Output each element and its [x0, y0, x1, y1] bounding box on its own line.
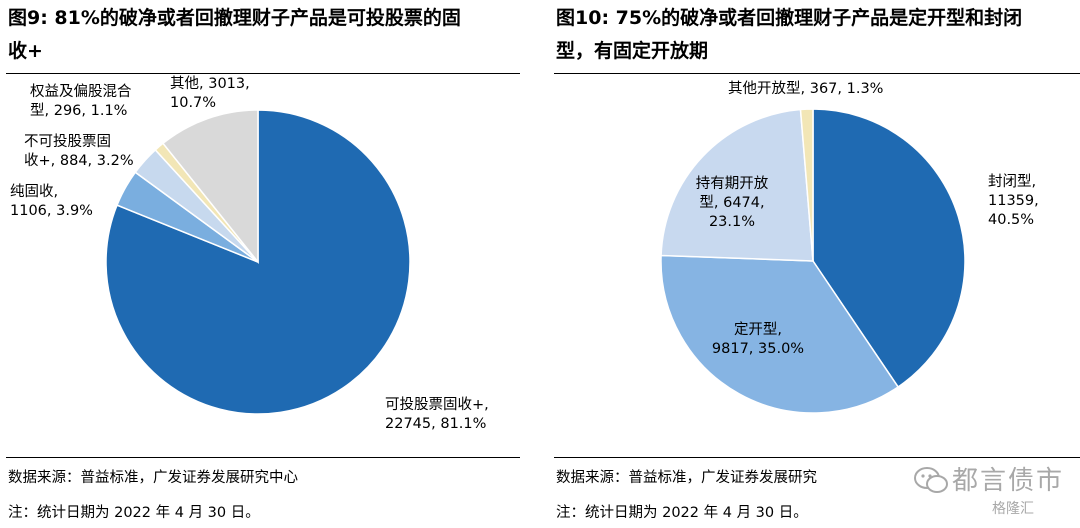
pie-1-slice-3 [799, 108, 814, 262]
footer-rule-right [554, 457, 1080, 458]
pie-1-label-1: 定开型, 9817, 35.0% [712, 321, 804, 357]
pie-0-label-2: 不可投股票固收+, 884, 3.2% [24, 133, 134, 169]
pie-1-label-2-line-1: 型, 6474, [699, 194, 764, 211]
chart-panel-right: 图10: 75%的破净或者回撤理财子产品是定开型和封闭 型，有固定开放期 封闭型… [548, 0, 1080, 528]
pie-0-label-1-line-1: 1106, 3.9% [10, 203, 93, 219]
watermark-name: 都言债市 [952, 466, 1065, 496]
pie-1-label-3: 其他开放型, 367, 1.3% [728, 80, 883, 97]
pie-slices-left [105, 109, 411, 415]
pie-1-slice-0 [812, 108, 966, 388]
pie-0-label-2-line-1: 收+, 884, 3.2% [24, 152, 134, 169]
chart-panel-left: 图9: 81%的破净或者回撤理财子产品是可投股票的固 收+ 可投股票固收+, 22… [0, 0, 520, 528]
pie-1-label-1-line-1: 9817, 35.0% [712, 341, 804, 357]
chart-title-right-line1: 图10: 75%的破净或者回撤理财子产品是定开型和封闭 [556, 7, 1023, 29]
pie-0-label-3-line-0: 权益及偏股混合 [30, 83, 132, 100]
chart-title-right: 图10: 75%的破净或者回撤理财子产品是定开型和封闭 型，有固定开放期 [556, 2, 1066, 68]
pie-0-label-2-line-0: 不可投股票固 [24, 133, 111, 150]
source-left: 数据来源：普益标准，广发证券发展研究中心 [8, 470, 298, 486]
pie-1-label-0-line-0: 封闭型, [988, 173, 1036, 190]
pie-0-label-4-line-0: 其他, 3013, [170, 75, 250, 92]
pie-1-label-2-line-0: 持有期开放 [696, 175, 769, 192]
chart-title-left-line1: 图9: 81%的破净或者回撤理财子产品是可投股票的固 [8, 7, 461, 29]
pie-1-label-0-line-2: 40.5% [988, 212, 1034, 228]
note-right: 注：统计日期为 2022 年 4 月 30 日。 [556, 505, 808, 521]
pie-0-slice-4 [161, 109, 259, 265]
pie-labels-left: 可投股票固收+, 22745, 81.1% 纯固收, 1106, 3.9% 不可投股票固… [10, 75, 489, 432]
pie-labels-right: 封闭型, 11359, 40.5% 定开型, 9817, 35.0% 持有期开放型, 64… [696, 80, 1039, 357]
watermark-sub: 格隆汇 [992, 501, 1034, 517]
chart-title-left: 图9: 81%的破净或者回撤理财子产品是可投股票的固 收+ [8, 2, 518, 68]
pie-0-label-1-line-0: 纯固收, [10, 183, 58, 200]
pie-1-label-0-line-1: 11359, [988, 193, 1039, 209]
note-left: 注：统计日期为 2022 年 4 月 30 日。 [8, 505, 260, 521]
footer-rule-left [6, 457, 520, 458]
pie-0-label-0: 可投股票固收+, 22745, 81.1% [385, 396, 489, 432]
pie-1-label-2-line-2: 23.1% [709, 214, 755, 230]
pie-chart-right: 封闭型, 11359, 40.5% 定开型, 9817, 35.0% 持有期开放型, 64… [660, 80, 1039, 414]
pie-0-label-3: 权益及偏股混合型, 296, 1.1% [30, 83, 132, 119]
pie-0-label-4-line-1: 10.7% [170, 95, 216, 111]
pie-1-label-2: 持有期开放型, 6474, 23.1% [696, 175, 769, 230]
chart-title-left-line2: 收+ [8, 40, 43, 62]
pie-1-slice-2 [660, 108, 814, 262]
source-right: 数据来源：普益标准，广发证券发展研究 [556, 470, 817, 486]
pie-1-label-3-line-0: 其他开放型, 367, 1.3% [728, 80, 883, 97]
wechat-icon [914, 467, 948, 493]
chart-title-right-line2: 型，有固定开放期 [556, 40, 709, 62]
title-rule-left [6, 73, 520, 74]
pie-1-label-1-line-0: 定开型, [734, 321, 782, 338]
pie-chart-left: 可投股票固收+, 22745, 81.1% 纯固收, 1106, 3.9% 不可投股票固… [10, 75, 489, 432]
pie-slices-right [660, 108, 966, 414]
watermark: 都言债市 格隆汇 [914, 460, 1074, 524]
pie-0-label-1: 纯固收, 1106, 3.9% [10, 183, 93, 219]
pie-1-label-0: 封闭型, 11359, 40.5% [988, 173, 1039, 228]
pie-0-label-0-line-1: 22745, 81.1% [385, 416, 486, 432]
pie-0-label-3-line-1: 型, 296, 1.1% [30, 102, 127, 119]
pie-0-label-4: 其他, 3013, 10.7% [170, 75, 250, 111]
pie-0-label-0-line-0: 可投股票固收+, [385, 396, 489, 413]
pie-1-slice-1 [660, 254, 900, 414]
title-rule-right [554, 73, 1080, 74]
